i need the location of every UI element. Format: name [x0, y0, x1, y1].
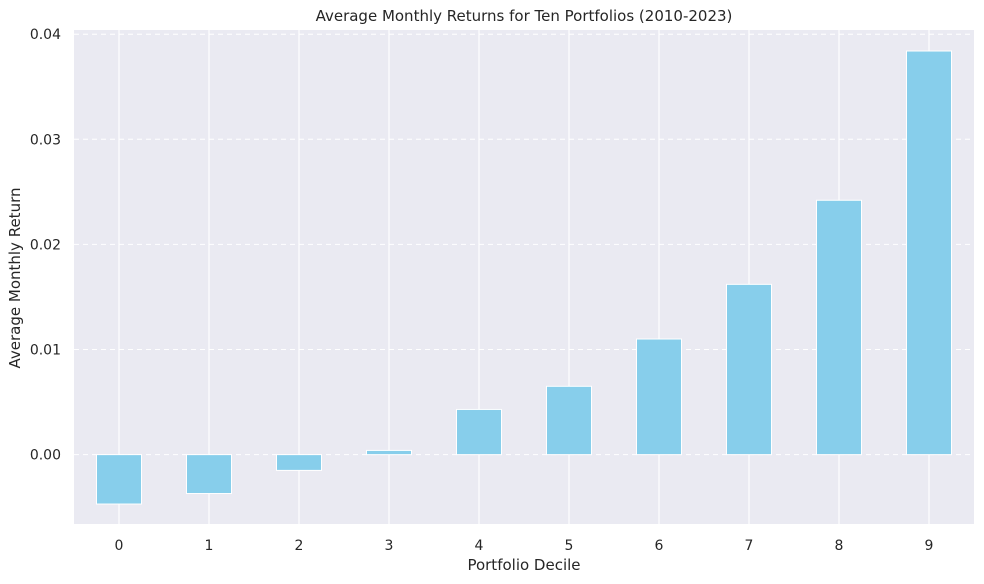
- y-tick-label: 0.01: [30, 343, 61, 359]
- y-tick-label: 0.02: [30, 237, 61, 253]
- bar-decile-3: [366, 449, 412, 456]
- y-tick-label: 0.03: [30, 132, 61, 148]
- bar-decile-8: [816, 199, 862, 456]
- x-tick-labels: 0 1 2 3 4 5 6 7 8 9: [115, 538, 934, 554]
- x-tick-label: 0: [115, 538, 124, 554]
- y-tick-labels: 0.00 0.01 0.02 0.03 0.04: [30, 27, 61, 463]
- x-axis-label: Portfolio Decile: [467, 556, 580, 574]
- bar-decile-9: [906, 50, 952, 456]
- bar-decile-1: [186, 454, 232, 495]
- bar-decile-5: [546, 385, 592, 456]
- x-tick-label: 1: [205, 538, 214, 554]
- bar-decile-6: [636, 338, 682, 456]
- x-tick-label: 7: [745, 538, 754, 554]
- bar-decile-4: [456, 408, 502, 456]
- bar-decile-0: [96, 454, 142, 505]
- y-tick-label: 0.04: [30, 27, 61, 43]
- y-axis-label: Average Monthly Return: [6, 188, 24, 369]
- y-tick-label: 0.00: [30, 448, 61, 464]
- x-tick-label: 3: [385, 538, 394, 554]
- x-tick-label: 9: [925, 538, 934, 554]
- bar-decile-7: [726, 283, 772, 456]
- chart-title: Average Monthly Returns for Ten Portfoli…: [316, 7, 733, 25]
- x-tick-label: 4: [475, 538, 484, 554]
- bars: [96, 50, 952, 505]
- x-tick-label: 8: [835, 538, 844, 554]
- bar-decile-2: [276, 454, 322, 471]
- x-tick-label: 6: [655, 538, 664, 554]
- x-tick-label: 2: [295, 538, 304, 554]
- x-tick-label: 5: [565, 538, 574, 554]
